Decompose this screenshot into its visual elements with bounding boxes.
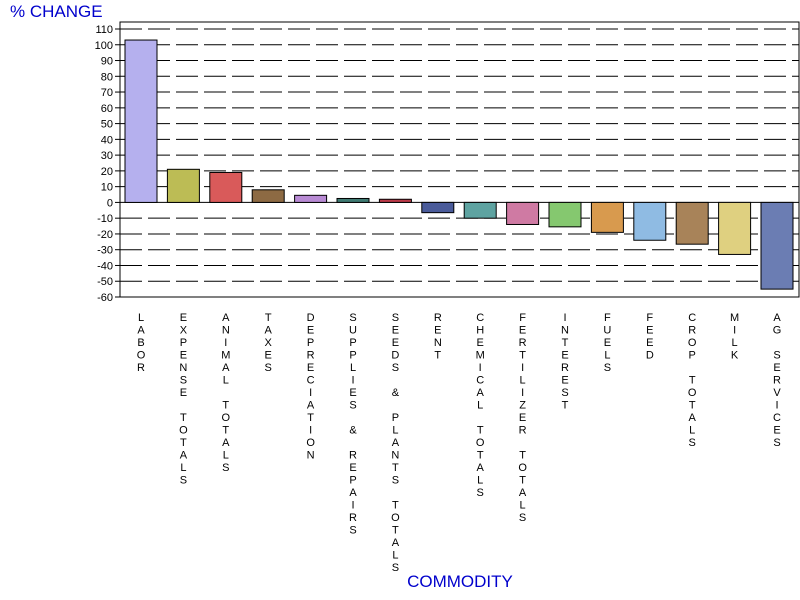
y-tick-label: 0 — [107, 197, 113, 209]
y-tick-label: 50 — [101, 119, 113, 131]
y-tick-label: 70 — [101, 87, 113, 99]
bar — [760, 201, 794, 290]
bar — [124, 39, 158, 203]
y-tick-label: 20 — [101, 166, 113, 178]
y-tick-label: 10 — [101, 182, 113, 194]
x-axis-title: COMMODITY — [407, 572, 513, 591]
bar — [378, 198, 412, 203]
y-tick-label: 90 — [101, 56, 113, 68]
bar — [675, 201, 709, 245]
y-tick-label: 100 — [95, 40, 113, 52]
bar — [251, 189, 285, 203]
bar — [421, 201, 455, 214]
bar — [294, 194, 328, 203]
y-tick-label: 110 — [95, 24, 113, 36]
y-tick-label: -30 — [97, 245, 113, 257]
y-tick-label: -50 — [97, 276, 113, 288]
bar — [718, 201, 752, 255]
bars — [124, 39, 794, 290]
bar — [209, 171, 243, 203]
bar — [548, 201, 582, 228]
y-tick-label: 40 — [101, 134, 113, 146]
bar — [506, 201, 540, 225]
bar — [166, 168, 200, 203]
bar — [590, 201, 624, 233]
plot-frame — [119, 21, 800, 298]
y-tick-label: -10 — [97, 213, 113, 225]
y-tick-label: 60 — [101, 103, 113, 115]
x-axis-category-labels: L A B O R E X P E N S E T O T A L S A N I M A L T O T A L S T A X E S D E P… — [137, 312, 782, 574]
bar — [633, 201, 667, 241]
y-tick-label: -40 — [97, 260, 113, 272]
y-tick-label: 80 — [101, 71, 113, 83]
bar — [336, 197, 370, 203]
y-axis-title: % CHANGE — [10, 2, 103, 21]
y-axis-ticks: 1101009080706050403020100-10-20-30-40-50… — [95, 24, 120, 304]
y-tick-label: 30 — [101, 150, 113, 162]
y-tick-label: -60 — [97, 292, 113, 304]
bar — [463, 201, 497, 219]
y-tick-label: -20 — [97, 229, 113, 241]
